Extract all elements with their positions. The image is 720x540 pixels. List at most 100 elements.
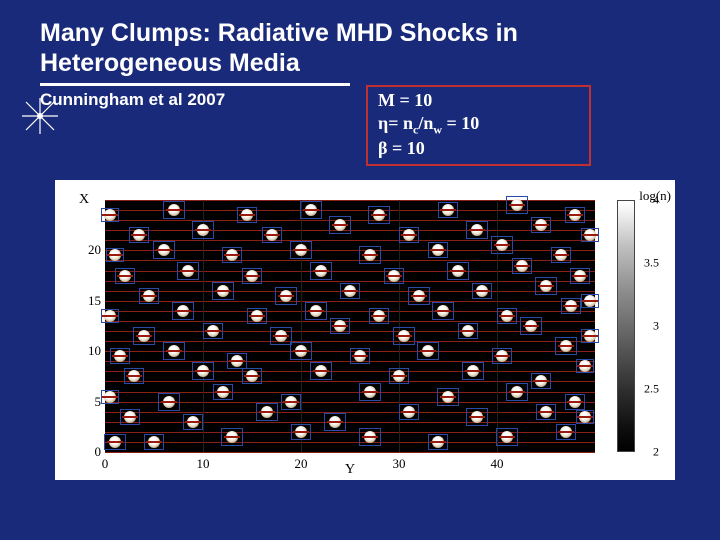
- param-eta: η= nc/nw = 10: [378, 112, 579, 138]
- clump-bar: [538, 285, 554, 287]
- clump-node: [295, 244, 307, 256]
- density-hline: [105, 432, 595, 433]
- clump-node: [516, 260, 528, 272]
- clump-bar: [386, 275, 402, 277]
- clump-node: [310, 305, 322, 317]
- clump-node: [540, 280, 552, 292]
- title-underline: [40, 83, 350, 86]
- clump-bar: [469, 229, 485, 231]
- eta-mid: /n: [418, 113, 433, 133]
- clump-bar: [244, 275, 260, 277]
- eta-prefix: η= n: [378, 113, 413, 133]
- clump-node: [501, 431, 513, 443]
- clump-bar: [102, 396, 118, 398]
- scatter-plot: [105, 200, 595, 452]
- y-tick-label: 0: [102, 456, 109, 472]
- title-block: Many Clumps: Radiative MHD Shocks in Het…: [40, 18, 690, 78]
- clump-bar: [533, 224, 549, 226]
- colorbar-label: log(n): [639, 188, 671, 204]
- density-hline: [105, 250, 595, 251]
- clump-bar: [107, 441, 123, 443]
- clump-bar: [401, 234, 417, 236]
- clump-bar: [195, 229, 211, 231]
- clump-bar: [499, 315, 515, 317]
- clump-node: [133, 229, 145, 241]
- clump-node: [364, 249, 376, 261]
- clump-bar: [175, 310, 191, 312]
- clump-bar: [244, 375, 260, 377]
- clump-node: [217, 285, 229, 297]
- clump-node: [422, 345, 434, 357]
- clump-bar: [435, 310, 451, 312]
- clump-bar: [293, 350, 309, 352]
- clump-bar: [313, 370, 329, 372]
- clump-bar: [401, 411, 417, 413]
- clump-node: [467, 365, 479, 377]
- clump-node: [217, 386, 229, 398]
- clump-node: [403, 406, 415, 418]
- clump-bar: [117, 275, 133, 277]
- clump-node: [285, 396, 297, 408]
- y-tick-label: 30: [393, 456, 406, 472]
- param-mach: M = 10: [378, 89, 579, 112]
- clump-bar: [332, 224, 348, 226]
- v-gridline: [301, 200, 302, 452]
- clump-bar: [577, 416, 593, 418]
- clump-node: [315, 365, 327, 377]
- clump-bar: [239, 214, 255, 216]
- clump-bar: [499, 436, 515, 438]
- clump-bar: [141, 295, 157, 297]
- clump-bar: [440, 209, 456, 211]
- clump-node: [119, 270, 131, 282]
- clump-bar: [567, 214, 583, 216]
- clump-bar: [249, 315, 265, 317]
- chart-container: X 05101520 010203040 Y 22.533.54 log(n): [55, 180, 675, 480]
- clump-node: [148, 436, 160, 448]
- clump-bar: [450, 270, 466, 272]
- y-tick-label: 40: [491, 456, 504, 472]
- clump-node: [109, 249, 121, 261]
- clump-bar: [469, 416, 485, 418]
- clump-bar: [112, 355, 128, 357]
- x-tick-label: 10: [85, 343, 101, 359]
- clump-node: [315, 265, 327, 277]
- clump-node: [251, 310, 263, 322]
- clump-node: [334, 320, 346, 332]
- clump-node: [226, 431, 238, 443]
- x-tick-label: 0: [85, 444, 101, 460]
- clump-bar: [440, 396, 456, 398]
- subtitle-citation: Cunningham et al 2007: [40, 90, 225, 110]
- clump-bar: [259, 411, 275, 413]
- clump-node: [432, 244, 444, 256]
- clump-bar: [572, 275, 588, 277]
- clump-node: [496, 350, 508, 362]
- clump-node: [569, 396, 581, 408]
- clump-node: [476, 285, 488, 297]
- clump-node: [574, 270, 586, 282]
- clump-bar: [122, 416, 138, 418]
- density-hline: [105, 422, 595, 423]
- clump-node: [207, 325, 219, 337]
- density-hline: [105, 281, 595, 282]
- clump-node: [535, 219, 547, 231]
- clump-bar: [146, 441, 162, 443]
- clump-node: [462, 325, 474, 337]
- clump-node: [432, 436, 444, 448]
- clump-node: [168, 345, 180, 357]
- clump-bar: [474, 290, 490, 292]
- clump-node: [182, 265, 194, 277]
- clump-node: [393, 370, 405, 382]
- clump-node: [329, 416, 341, 428]
- clump-bar: [533, 380, 549, 382]
- y-axis-label: Y: [345, 462, 355, 478]
- clump-bar: [567, 401, 583, 403]
- clump-node: [354, 350, 366, 362]
- clump-bar: [465, 370, 481, 372]
- clump-node: [280, 290, 292, 302]
- clump-bar: [273, 335, 289, 337]
- clump-bar: [391, 375, 407, 377]
- clump-bar: [514, 265, 530, 267]
- clump-node: [560, 426, 572, 438]
- colorbar-tick-label: 2.5: [644, 382, 659, 397]
- clump-bar: [224, 254, 240, 256]
